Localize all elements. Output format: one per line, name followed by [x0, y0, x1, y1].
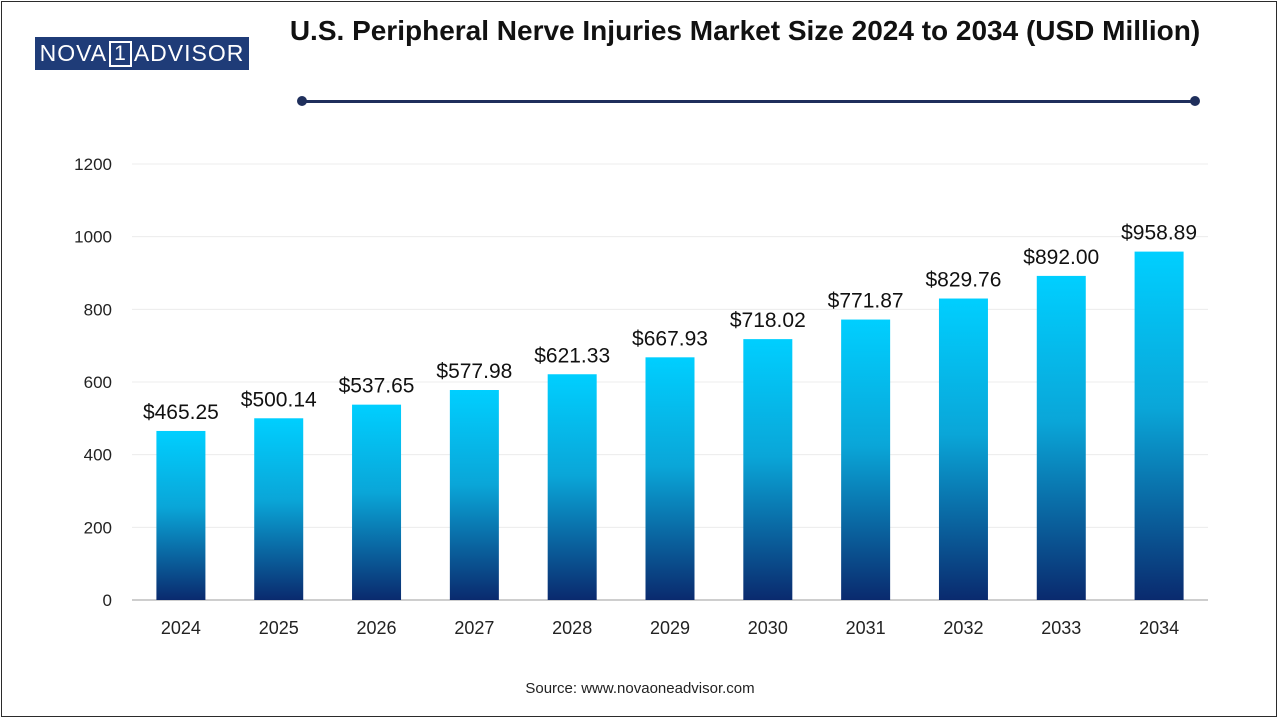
data-label: $958.89	[1121, 222, 1197, 245]
data-labels: $465.25 $500.14 $537.65 $577.98 $621.33 $667.…	[143, 222, 1197, 424]
data-label: $718.02	[730, 309, 806, 332]
data-label: $667.93	[632, 327, 708, 350]
data-label: $537.65	[339, 375, 415, 398]
x-tick-label: 2024	[161, 618, 201, 638]
source-note: Source: www.novaoneadvisor.com	[525, 680, 755, 697]
x-tick-label: 2029	[650, 618, 690, 638]
x-tick-label: 2027	[454, 618, 494, 638]
bar-2029	[645, 357, 695, 600]
bar-2030	[743, 339, 793, 600]
title-underline-right-dot	[1190, 96, 1200, 106]
data-label: $465.25	[143, 401, 219, 424]
data-label: $829.76	[925, 269, 1001, 292]
y-axis-ticks: 0 200 400 600 800 1000 1200	[74, 155, 112, 610]
bar-2034	[1134, 251, 1184, 600]
bar-2026	[352, 404, 402, 600]
bar-2032	[938, 298, 988, 600]
bar-2028	[547, 374, 597, 600]
x-tick-label: 2032	[943, 618, 983, 638]
bar-2025	[254, 418, 304, 600]
x-tick-label: 2031	[846, 618, 886, 638]
logo-digit: 1	[109, 40, 132, 67]
bar-2024	[156, 430, 206, 600]
bar-2027	[449, 390, 499, 600]
logo-suffix: ADVISOR	[133, 40, 245, 66]
logo-prefix: NOVA	[39, 40, 108, 66]
x-tick-label: 2033	[1041, 618, 1081, 638]
x-tick-label: 2026	[357, 618, 397, 638]
bars	[156, 251, 1184, 600]
chart-title: U.S. Peripheral Nerve Injuries Market Si…	[289, 15, 1201, 46]
title-underline-left-dot	[297, 96, 307, 106]
bar-2033	[1036, 275, 1086, 600]
x-tick-label: 2025	[259, 618, 299, 638]
data-label: $771.87	[828, 290, 904, 313]
y-tick-label: 400	[84, 446, 112, 465]
data-label: $577.98	[436, 360, 512, 383]
x-tick-label: 2034	[1139, 618, 1179, 638]
y-tick-label: 1000	[74, 228, 112, 247]
title-underline	[301, 100, 1195, 103]
y-tick-label: 1200	[74, 155, 112, 174]
y-tick-label: 600	[84, 373, 112, 392]
x-tick-label: 2028	[552, 618, 592, 638]
y-tick-label: 200	[84, 518, 112, 537]
bar-2031	[841, 319, 891, 600]
brand-logo: NOVA 1 ADVISOR	[35, 37, 249, 70]
logo-text: NOVA 1 ADVISOR	[40, 40, 245, 67]
data-label: $621.33	[534, 344, 610, 367]
x-axis-ticks: 2024 2025 2026 2027 2028 2029 2030 2031 2032 2033…	[161, 618, 1179, 638]
data-label: $500.14	[241, 388, 317, 411]
y-tick-label: 800	[84, 300, 112, 319]
data-label: $892.00	[1023, 246, 1099, 269]
y-tick-label: 0	[103, 591, 112, 610]
x-tick-label: 2030	[748, 618, 788, 638]
